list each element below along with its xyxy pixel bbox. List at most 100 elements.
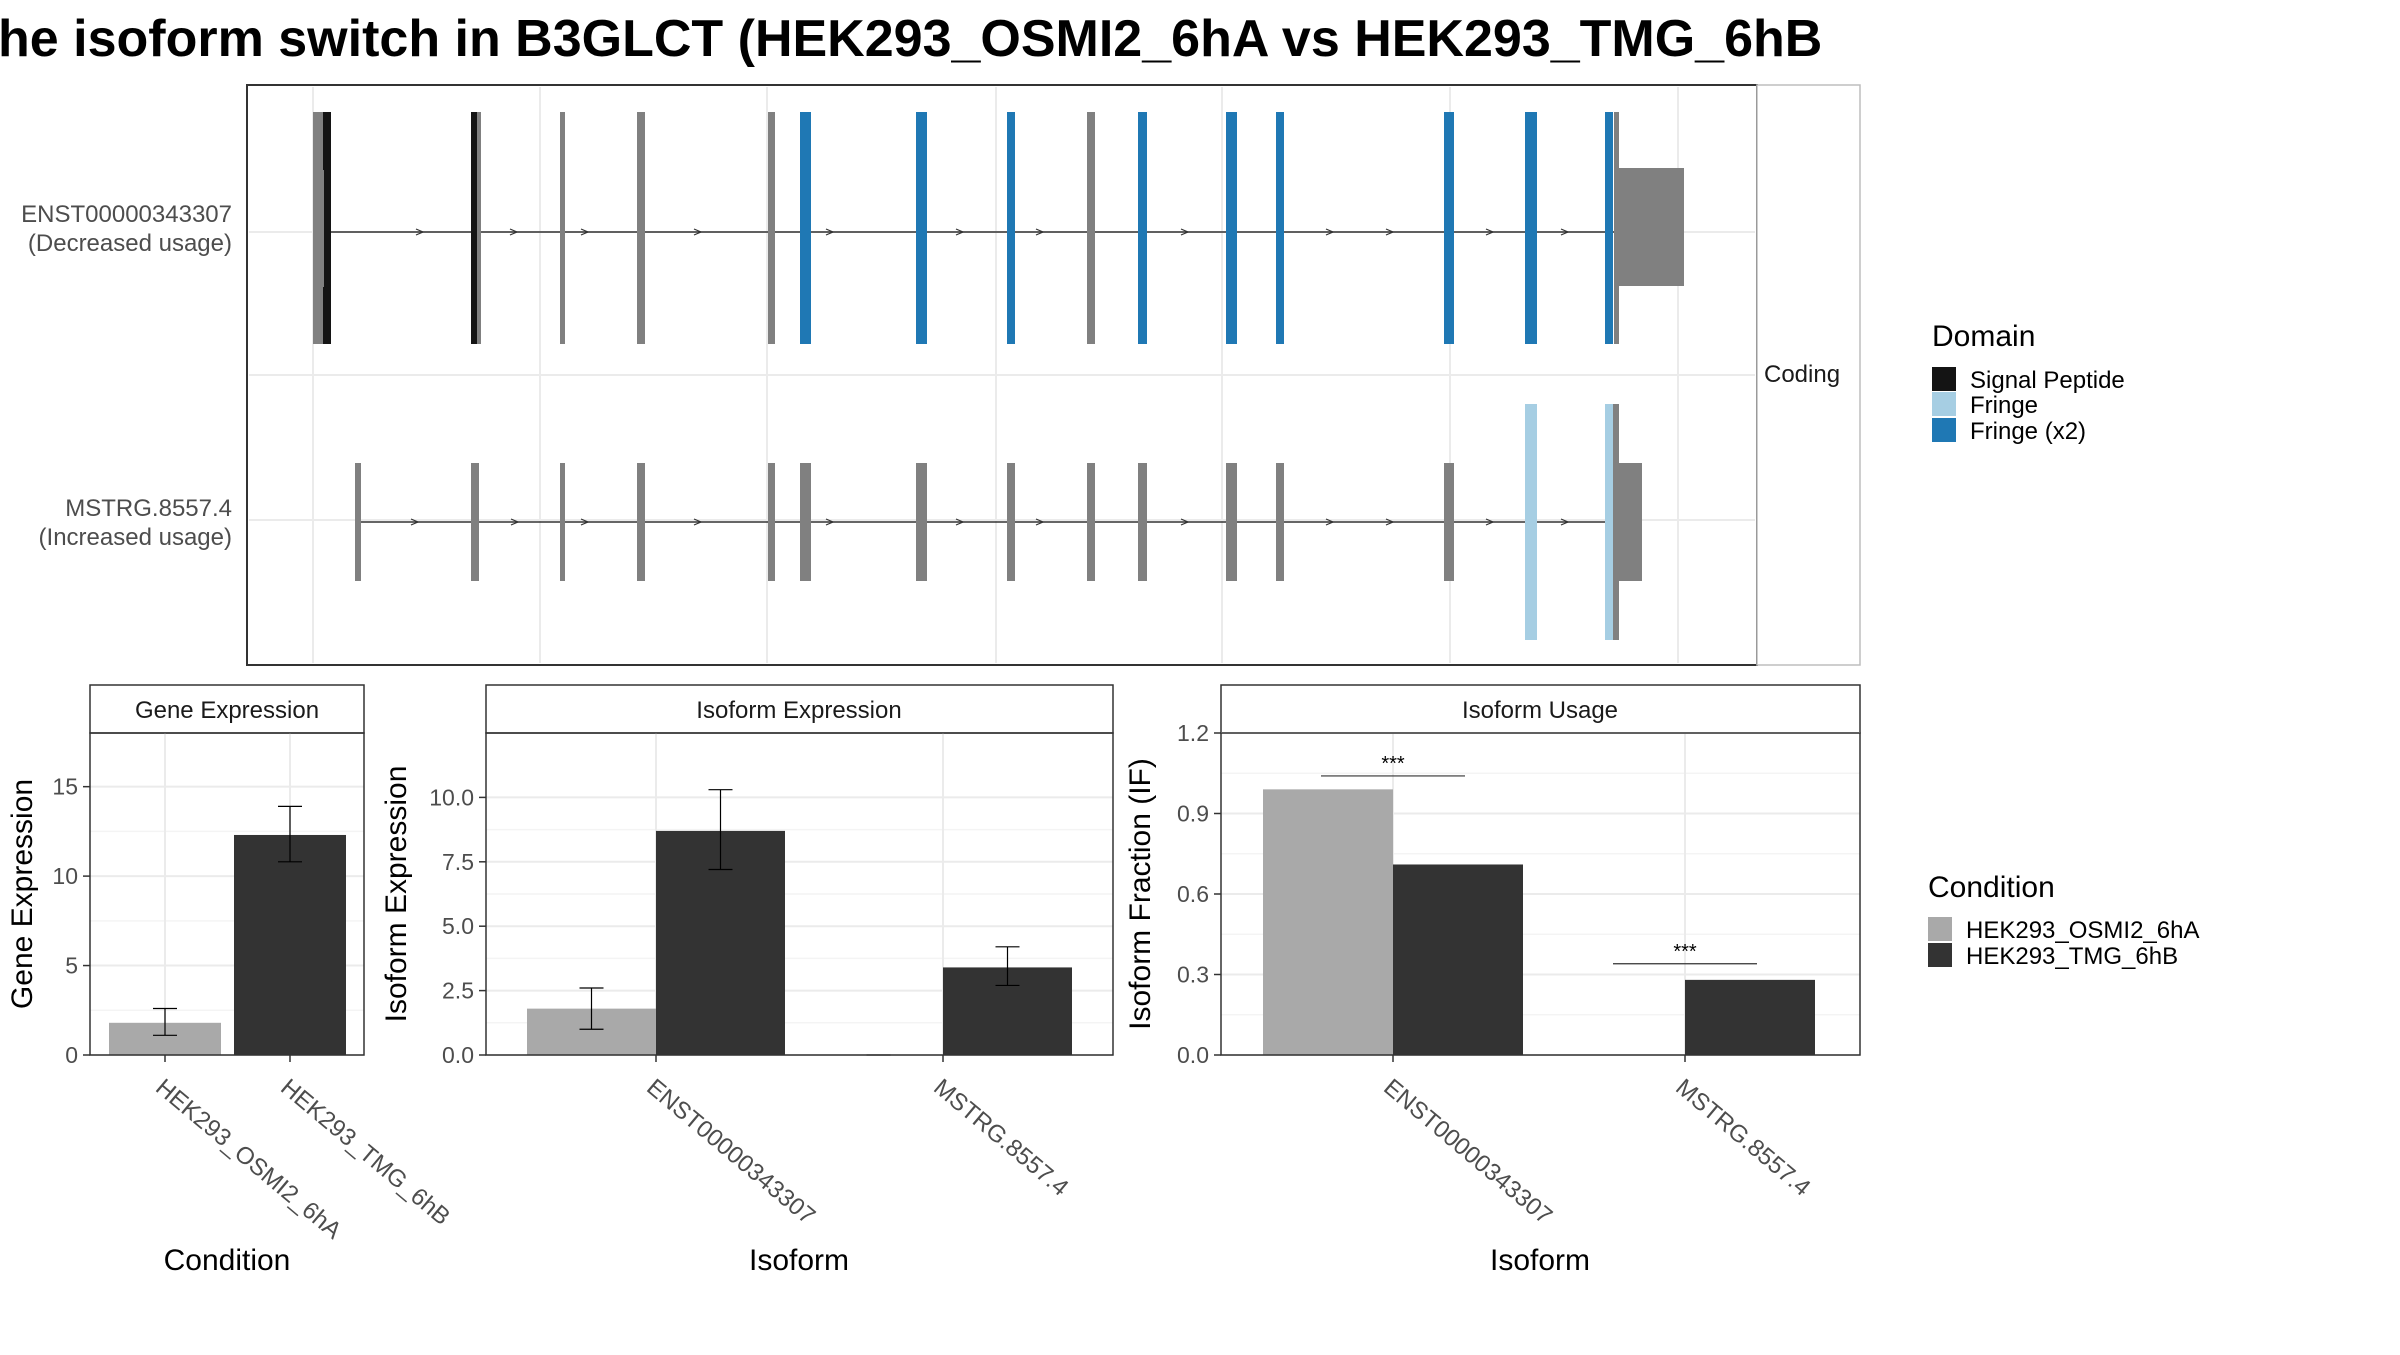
- exon-2-11: [1226, 463, 1237, 581]
- isoform-expression-plot-border: [485, 732, 1114, 1056]
- legend-swatch-osmi2: [1928, 917, 1952, 941]
- exon-1-3: [471, 112, 479, 344]
- isoform-label-1-usage: (Decreased usage): [28, 230, 232, 257]
- intron-arrow-1-3: [580, 228, 590, 236]
- isoform-usage-x-ticks: ENST00000343307 MSTRG.8557.4: [1378, 1055, 1815, 1230]
- gene-expression-y-ticks: 0 5 10 15: [52, 774, 90, 1068]
- exon-1-12: [1138, 112, 1147, 344]
- exon-2-5: [768, 463, 775, 581]
- exon-2-coding-tail: [1613, 404, 1619, 640]
- isoform-usage-ytick-label-2: 0.6: [1177, 881, 1209, 907]
- legend-label-fringe: Fringe: [1970, 392, 2038, 419]
- isoform-usage-strip: [1220, 684, 1861, 734]
- coding-strip-label: Coding: [1764, 361, 1840, 388]
- gene-expression-y-title: Gene Expression: [6, 779, 39, 1009]
- isoform-usage-y-ticks: 0.0 0.3 0.6 0.9 1.2: [1177, 720, 1221, 1068]
- isoform-usage-significance: *** ***: [1321, 753, 1757, 965]
- isoform-usage-ytick-label-1: 0.3: [1177, 962, 1209, 988]
- isoform-expression-x-ticks: ENST00000343307 MSTRG.8557.4: [641, 1055, 1073, 1230]
- legend-swatch-fringe: [1932, 392, 1956, 416]
- isoform-label-1-id: ENST00000343307: [21, 201, 232, 228]
- isoform-expression-x-title: Isoform: [749, 1244, 849, 1277]
- isoform-label-2-usage: (Increased usage): [39, 524, 232, 551]
- coding-strip: [1756, 84, 1861, 666]
- intron-arrow-2-2: [510, 518, 520, 526]
- gene-expression-plot-border: [89, 732, 365, 1056]
- gene-expression-ytick-label-0: 0: [65, 1042, 78, 1068]
- intron-arrow-1-2: [509, 228, 519, 236]
- intron-arrow-2-11: [1485, 518, 1495, 526]
- exon-2-2: [471, 463, 479, 581]
- intron-arrow-2-8: [1180, 518, 1190, 526]
- gene-expression-ytick-label-1: 5: [65, 953, 78, 979]
- exon-1-9: [916, 112, 927, 344]
- isoform-expression-title: Isoform Expression: [696, 697, 901, 724]
- exon-1-13: [1226, 112, 1237, 344]
- isoform-usage-xtick-label-1: MSTRG.8557.4: [1670, 1074, 1815, 1202]
- exon-2-fringe-a: [1525, 404, 1537, 640]
- legend-swatch-tmg: [1928, 943, 1952, 967]
- gene-expression-error-bars: [153, 805, 302, 1036]
- isoform-usage-sig-label-1: ***: [1673, 941, 1697, 963]
- exon-1-5: [560, 112, 565, 344]
- exon-2-12: [1276, 463, 1284, 581]
- isoform-expression-bars: [527, 830, 1072, 1055]
- isoform-usage-ytick-label-0: 0.0: [1177, 1042, 1209, 1068]
- isoform-label-2-id: MSTRG.8557.4: [65, 495, 232, 522]
- gene-expression-x-title: Condition: [164, 1244, 291, 1277]
- isoform-expression-ytick-label-3: 7.5: [442, 849, 474, 875]
- intron-arrow-2-6: [955, 518, 965, 526]
- intron-arrow-2-9: [1325, 518, 1335, 526]
- exon-blocks: [313, 112, 1684, 640]
- exon-2-fringe-b: [1605, 404, 1615, 640]
- legend-swatch-fringe-x2: [1932, 418, 1956, 442]
- exon-2-4: [637, 463, 645, 581]
- isoform-expression-ytick-label-2: 5.0: [442, 913, 474, 939]
- intron-arrow-2-10: [1385, 518, 1395, 526]
- legend-label-osmi2: HEK293_OSMI2_6hA: [1966, 917, 2199, 944]
- exon-1-16: [1525, 112, 1537, 344]
- exon-2-3: [560, 463, 565, 581]
- isoform-expression-xtick-label-1: MSTRG.8557.4: [928, 1074, 1073, 1202]
- exon-1-6: [637, 112, 645, 344]
- gene-expression-strip: [89, 684, 365, 734]
- isoform-usage-ytick-label-3: 0.9: [1177, 801, 1209, 827]
- intron-arrow-2-7: [1035, 518, 1045, 526]
- gene-expression-bar-1: [234, 834, 346, 1055]
- intron-arrow-2-5: [825, 518, 835, 526]
- intron-arrow-1-6: [955, 228, 965, 236]
- isoform-usage-sig-label-0: ***: [1381, 753, 1405, 775]
- domain-legend: Domain Signal Peptide Fringe Fringe (x2): [1932, 320, 2125, 445]
- intron-arrow-1-12: [1560, 228, 1570, 236]
- isoform-usage-ytick-label-4: 1.2: [1177, 720, 1209, 746]
- utr3-block-1: [1614, 168, 1684, 286]
- exon-1-10: [1007, 112, 1015, 344]
- isoform-expression-ytick-label-4: 10.0: [429, 784, 474, 810]
- isoform-expression-panel: Isoform Expression 0.0 2.5 5.0 7.5 10.0 ENST…: [380, 684, 1114, 1277]
- intron-arrow-2-1: [410, 518, 420, 526]
- intron-arrow-2-12: [1560, 518, 1570, 526]
- exon-1-11: [1087, 112, 1095, 344]
- exon-1-15: [1444, 112, 1454, 344]
- exon-1-14: [1276, 112, 1284, 344]
- isoform-expression-xtick-label-0: ENST00000343307: [641, 1074, 820, 1230]
- isoform-expression-ytick-label-1: 2.5: [442, 978, 474, 1004]
- intron-arrow-1-4: [693, 228, 703, 236]
- domain-legend-title: Domain: [1932, 320, 2035, 353]
- exon-2-6: [800, 463, 811, 581]
- exon-2-10: [1138, 463, 1147, 581]
- isoform-expression-ytick-label-0: 0.0: [442, 1042, 474, 1068]
- exon-2-7: [916, 463, 927, 581]
- exon-1-2: [323, 112, 331, 344]
- exon-2-9: [1087, 463, 1095, 581]
- intron-lines: [318, 228, 1620, 526]
- exon-1-8: [800, 112, 811, 344]
- intron-arrow-1-10: [1385, 228, 1395, 236]
- intron-arrow-1-9: [1325, 228, 1335, 236]
- exon-1-17: [1605, 112, 1613, 344]
- isoform-expression-y-ticks: 0.0 2.5 5.0 7.5 10.0: [429, 784, 486, 1068]
- isoform-structure-panel: Coding ENST00000343307 (Decreased usage)…: [21, 84, 1861, 666]
